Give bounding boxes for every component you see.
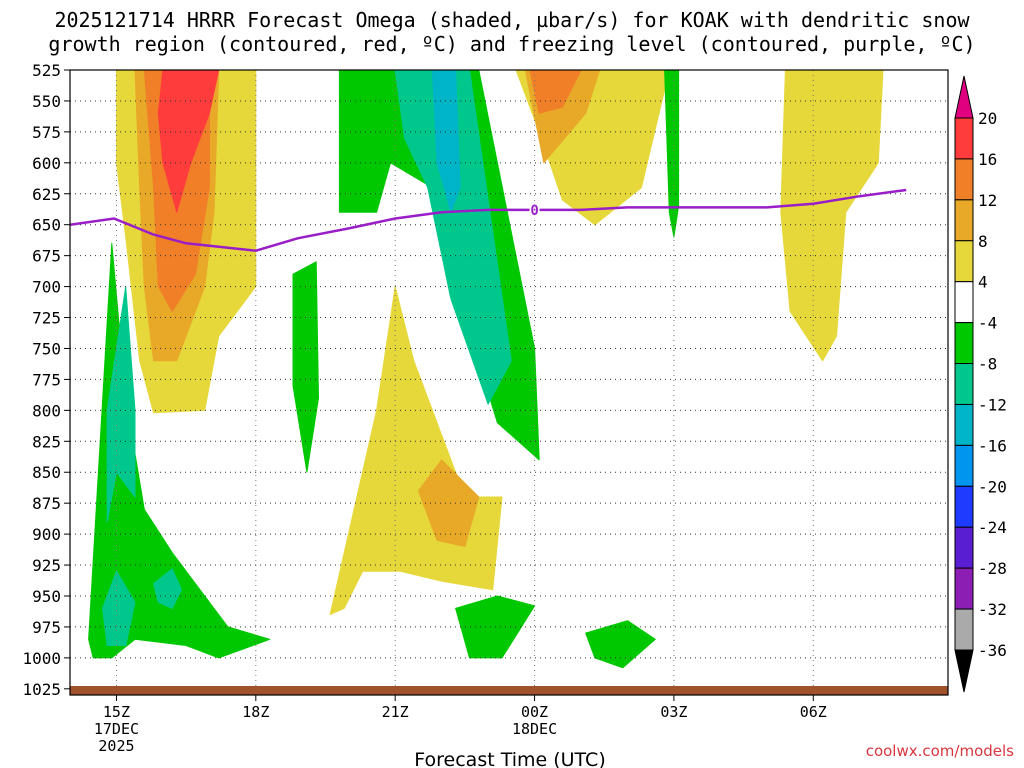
y-axis: 525 550 575 600 625 650 675 700 725 750 775 800 825 8… [22, 61, 70, 699]
colorbar-segment-0 [954, 117, 974, 160]
colorbar-label-8: 8 [978, 232, 988, 251]
colorbar-label-16: 16 [978, 150, 997, 169]
omega-region-pos16-16 [529, 70, 582, 114]
y-tick-label-700: 700 [32, 278, 61, 297]
credit-text: coolwx.com/models [865, 742, 1014, 760]
x-tick-sublabel-2025: 2025 [98, 737, 134, 755]
colorbar-label--36: -36 [978, 641, 1007, 660]
y-tick-label-650: 650 [32, 216, 61, 235]
colorbar-segment-1 [954, 158, 974, 201]
y-tick-label-750: 750 [32, 339, 61, 358]
colorbar-segment-4 [954, 281, 974, 324]
colorbar-segment-9 [954, 485, 974, 528]
y-tick-label-850: 850 [32, 463, 61, 482]
colorbar-label--12: -12 [978, 395, 1007, 414]
chart-title-line-1: 2025121714 HRRR Forecast Omega (shaded, … [54, 8, 970, 32]
freezing-level-label: 0 [530, 203, 538, 219]
y-tick-label-1000: 1000 [22, 649, 61, 668]
freezing-level-line [70, 188, 907, 252]
colorbar-label--32: -32 [978, 600, 1007, 619]
x-tick-label-18Z: 18Z [242, 703, 269, 721]
omega-region-pos12-12 [417, 459, 480, 547]
chart-title-line-2: growth region (contoured, red, ºC) and f… [48, 32, 976, 56]
freezing-level-contour: 0 [70, 188, 907, 252]
y-tick-label-825: 825 [32, 432, 61, 451]
colorbar-label--8: -8 [978, 355, 997, 374]
colorbar-label--20: -20 [978, 477, 1007, 496]
plot-frame [69, 69, 949, 696]
colorbar-segment-11 [954, 567, 974, 610]
y-tick-label-525: 525 [32, 61, 61, 80]
y-tick-label-925: 925 [32, 556, 61, 575]
colorbar: 20 16 12 8 4 -4 -8 -12 -16 -20 -24 -28 -32 -36 [954, 75, 1007, 693]
omega-shading [88, 70, 884, 669]
colorbar-label-20: 20 [978, 109, 997, 128]
freezing-label-bg [529, 201, 540, 216]
colorbar-label--24: -24 [978, 518, 1007, 537]
y-tick-label-675: 675 [32, 247, 61, 266]
colorbar-segment-6 [954, 363, 974, 405]
y-tick-label-975: 975 [32, 618, 61, 637]
x-tick-label-15Z: 15Z [103, 703, 130, 721]
omega-region-neg8-17 [664, 70, 680, 238]
omega-region-pos8-18 [780, 70, 884, 362]
colorbar-label-4: 4 [978, 273, 988, 292]
colorbar-top-arrow [954, 75, 974, 119]
x-tick-label-21Z: 21Z [382, 703, 409, 721]
colorbar-bottom-arrow [954, 649, 974, 693]
colorbar-segment-5 [954, 322, 974, 365]
grid-lines [70, 70, 948, 695]
y-tick-label-550: 550 [32, 92, 61, 111]
y-tick-label-875: 875 [32, 494, 61, 513]
omega-region-neg8-13 [292, 261, 319, 473]
x-tick-label-03Z: 03Z [660, 703, 687, 721]
colorbar-label--4: -4 [978, 314, 997, 333]
y-tick-label-625: 625 [32, 185, 61, 204]
colorbar-label--28: -28 [978, 559, 1007, 578]
x-tick-label-06Z: 06Z [800, 703, 827, 721]
omega-region-neg12-9 [394, 70, 512, 405]
colorbar-segment-12 [954, 608, 974, 651]
colorbar-segment-3 [954, 240, 974, 283]
y-tick-label-600: 600 [32, 154, 61, 173]
colorbar-segment-10 [954, 526, 974, 569]
y-tick-label-800: 800 [32, 401, 61, 420]
y-tick-label-950: 950 [32, 587, 61, 606]
omega-region-neg8-20 [585, 620, 656, 669]
y-tick-label-900: 900 [32, 525, 61, 544]
omega-region-neg12-7 [153, 568, 182, 609]
x-tick-sublabel-18DEC: 18DEC [512, 720, 557, 738]
x-tick-label-00Z: 00Z [521, 703, 548, 721]
ground-terrain [70, 686, 948, 695]
x-tick-sublabel-17DEC: 17DEC [94, 720, 139, 738]
colorbar-segment-8 [954, 444, 974, 487]
y-tick-label-775: 775 [32, 370, 61, 389]
omega-region-pos20-3 [157, 70, 220, 213]
y-tick-label-575: 575 [32, 123, 61, 142]
omega-region-neg16-10 [431, 70, 461, 213]
colorbar-segment-7 [954, 403, 974, 446]
colorbar-label--16: -16 [978, 436, 1007, 455]
x-axis-title: Forecast Time (UTC) [414, 749, 605, 768]
colorbar-segment-2 [954, 199, 974, 242]
y-tick-label-1025: 1025 [22, 680, 61, 699]
colorbar-label-12: 12 [978, 191, 997, 210]
y-tick-label-725: 725 [32, 309, 61, 328]
